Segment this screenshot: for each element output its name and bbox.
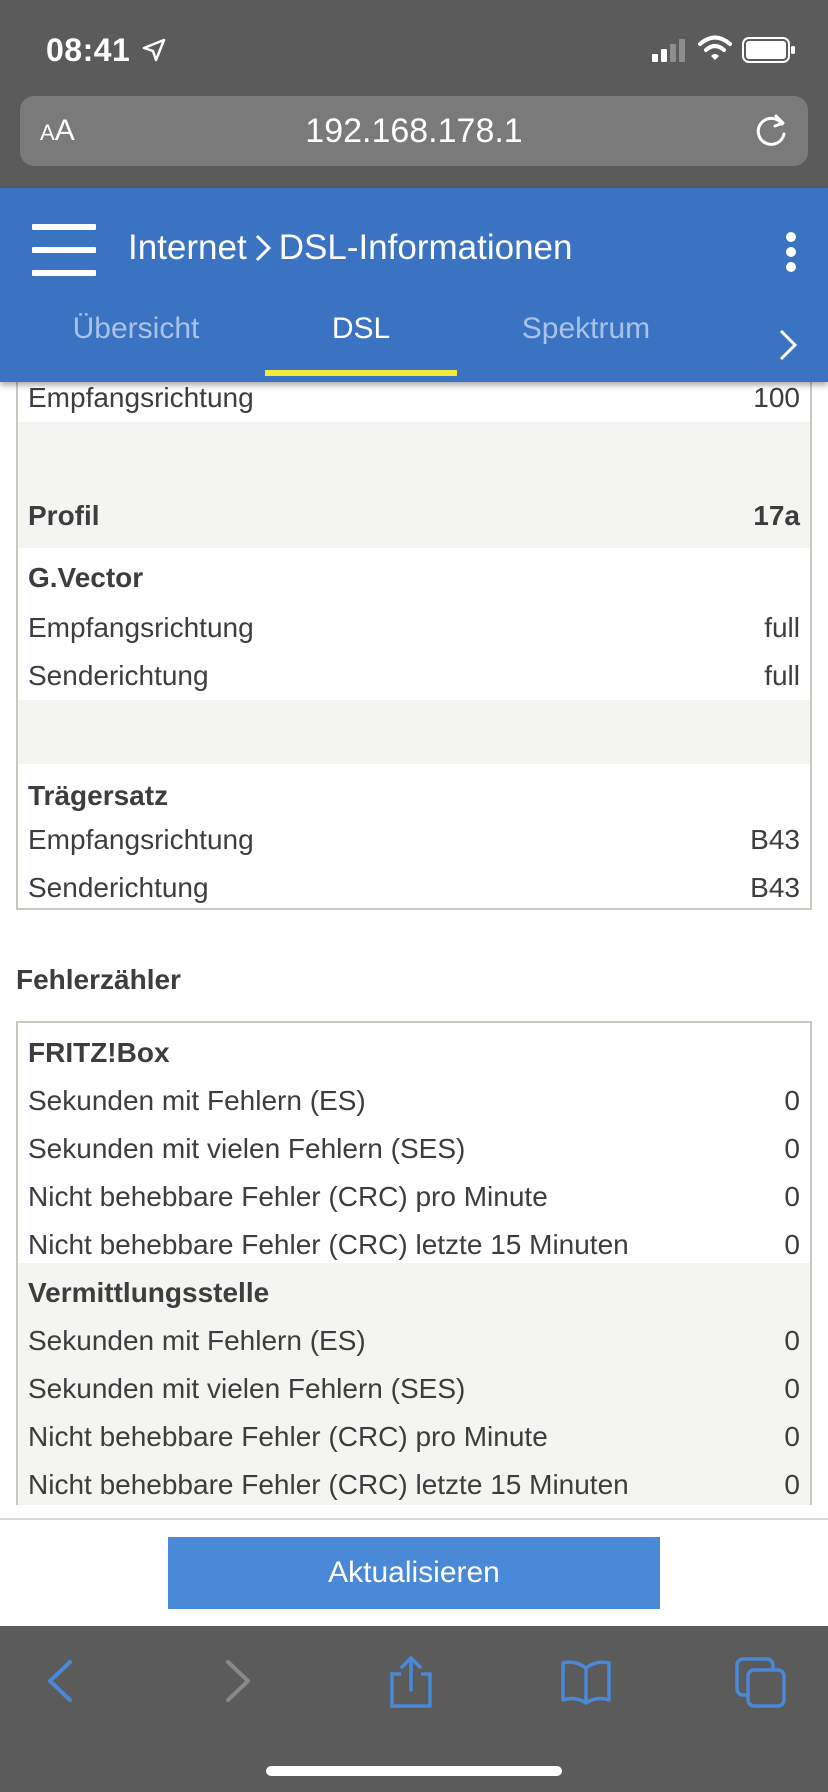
forward-icon[interactable] xyxy=(210,1656,260,1706)
battery-icon xyxy=(742,37,795,63)
table-row: Nicht behebbare Fehler (CRC) letzte 15 M… xyxy=(28,1469,800,1500)
cellular-signal-icon xyxy=(652,39,685,62)
breadcrumb-current: DSL-Informationen xyxy=(278,228,573,267)
status-bar: 08:41 xyxy=(0,0,828,96)
home-indicator xyxy=(266,1766,562,1776)
refresh-button[interactable]: Aktualisieren xyxy=(168,1537,660,1609)
table-row: Sekunden mit vielen Fehlern (SES) 0 xyxy=(28,1373,800,1404)
location-arrow-icon xyxy=(142,38,166,62)
app-header: Internet DSL-Informationen Übersicht DSL … xyxy=(0,188,828,382)
table-row: Nicht behebbare Fehler (CRC) letzte 15 M… xyxy=(28,1229,800,1260)
section-heading: G.Vector xyxy=(28,562,144,593)
profil-value: 17a xyxy=(753,500,800,531)
share-icon[interactable] xyxy=(384,1656,438,1710)
table-row: Profil 17a xyxy=(18,486,810,548)
section-heading: Trägersatz xyxy=(28,780,169,811)
tabs-icon[interactable] xyxy=(734,1656,788,1710)
table-row: Empfangsrichtung B43 xyxy=(28,824,800,855)
back-icon[interactable] xyxy=(38,1656,88,1706)
menu-icon[interactable] xyxy=(32,224,96,276)
table-row: Sekunden mit Fehlern (ES) 0 xyxy=(28,1085,800,1116)
wifi-icon xyxy=(698,35,732,60)
tab-ubersicht[interactable]: Übersicht xyxy=(72,312,200,345)
section-heading: FRITZ!Box xyxy=(28,1037,170,1068)
tab-bar: Übersicht DSL Spektrum xyxy=(0,300,828,382)
table-row: Nicht behebbare Fehler (CRC) pro Minute … xyxy=(28,1181,800,1212)
more-options-icon[interactable] xyxy=(786,232,798,272)
active-tab-indicator xyxy=(265,370,457,376)
breadcrumb: Internet DSL-Informationen xyxy=(128,228,572,268)
dsl-info-table: Empfangsrichtung 100 Profil 17a G.Vector… xyxy=(16,364,812,910)
error-counter-table: FRITZ!Box Sekunden mit Fehlern (ES) 0 Se… xyxy=(16,1021,812,1505)
vermittlungsstelle-block: Vermittlungsstelle Sekunden mit Fehlern … xyxy=(18,1263,810,1505)
table-row: Sekunden mit Fehlern (ES) 0 xyxy=(28,1325,800,1356)
text-size-button[interactable]: AA xyxy=(40,114,75,147)
address-bar[interactable]: AA 192.168.178.1 xyxy=(20,96,808,166)
table-row: Empfangsrichtung 100 xyxy=(28,382,800,413)
tab-spektrum[interactable]: Spektrum xyxy=(521,312,651,345)
chevron-right-icon xyxy=(255,234,271,262)
section-heading: Vermittlungsstelle xyxy=(28,1277,270,1308)
table-row xyxy=(18,700,810,764)
chevron-right-icon[interactable] xyxy=(778,328,798,362)
browser-toolbar xyxy=(0,1626,828,1792)
bookmarks-icon[interactable] xyxy=(560,1656,612,1706)
table-row: Nicht behebbare Fehler (CRC) pro Minute … xyxy=(28,1421,800,1452)
browser-chrome: 08:41 AA 192.168.178.1 xyxy=(0,0,828,188)
table-row: Senderichtung full xyxy=(28,660,800,691)
tab-dsl[interactable]: DSL xyxy=(331,312,391,345)
table-row: Sekunden mit vielen Fehlern (SES) 0 xyxy=(28,1133,800,1164)
url-text[interactable]: 192.168.178.1 xyxy=(305,112,523,150)
breadcrumb-parent[interactable]: Internet xyxy=(128,228,247,267)
profil-label: Profil xyxy=(28,500,100,531)
reload-icon[interactable] xyxy=(752,112,790,150)
table-row xyxy=(18,422,810,486)
footer-divider xyxy=(0,1518,828,1520)
status-time: 08:41 xyxy=(46,32,131,68)
error-counter-title: Fehlerzähler xyxy=(16,964,181,995)
table-row: Empfangsrichtung full xyxy=(28,612,800,643)
table-row: Senderichtung B43 xyxy=(28,872,800,903)
